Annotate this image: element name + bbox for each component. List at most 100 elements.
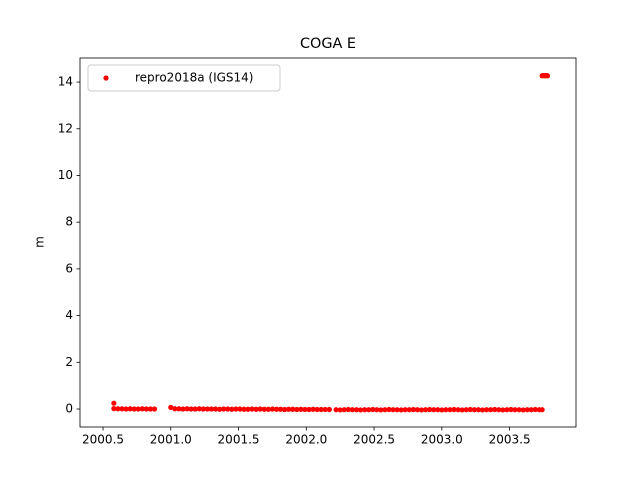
point [245, 406, 251, 412]
point [184, 406, 190, 412]
point [277, 406, 284, 412]
point [386, 406, 392, 413]
point [459, 407, 465, 413]
point [192, 406, 198, 412]
point [394, 407, 400, 413]
point [253, 406, 259, 412]
y-tick-label: 10 [58, 168, 73, 182]
point [249, 406, 255, 412]
point [406, 407, 412, 413]
point [290, 406, 296, 412]
legend-marker [103, 75, 109, 81]
point [366, 407, 372, 413]
point [318, 406, 324, 413]
legend-box [87, 64, 281, 92]
point [123, 406, 129, 412]
point [370, 406, 376, 413]
point [361, 407, 368, 413]
point [200, 406, 206, 412]
point [286, 406, 292, 412]
point [216, 406, 223, 412]
point [131, 406, 137, 412]
point [455, 407, 461, 413]
point [483, 407, 490, 413]
point [111, 405, 117, 412]
point [257, 406, 263, 412]
point [398, 407, 404, 413]
point [127, 406, 133, 412]
point [310, 406, 316, 412]
point [544, 73, 551, 79]
point [143, 406, 150, 412]
point [345, 406, 351, 413]
point [390, 407, 396, 413]
y-tick-label: 6 [65, 261, 73, 275]
point [374, 407, 380, 413]
point [180, 406, 186, 412]
point [447, 407, 453, 413]
point [492, 406, 498, 413]
chart-title: COGA E [300, 36, 356, 52]
point [111, 400, 117, 406]
point [306, 406, 312, 413]
legend-label: repro2018a (IGS14) [135, 71, 253, 85]
point [208, 406, 215, 412]
point [119, 406, 125, 412]
point [229, 406, 235, 412]
point [322, 406, 328, 413]
point [539, 407, 545, 413]
point [326, 406, 332, 413]
point [475, 407, 482, 413]
point [357, 407, 364, 413]
point [151, 406, 158, 412]
point [500, 407, 506, 413]
point [196, 406, 202, 412]
point [520, 407, 526, 413]
point [172, 406, 178, 412]
point [382, 407, 388, 413]
point [176, 406, 182, 412]
point [402, 407, 408, 413]
point [528, 407, 534, 413]
point [451, 406, 457, 413]
point [139, 406, 145, 412]
y-tick-label: 4 [65, 308, 73, 322]
y-tick-label: 14 [58, 75, 73, 89]
point [524, 407, 530, 413]
point [410, 406, 416, 413]
point [294, 406, 300, 413]
y-tick-label: 0 [65, 402, 73, 416]
point [337, 407, 343, 413]
point [341, 407, 347, 413]
point [435, 407, 441, 413]
point [431, 407, 437, 413]
point [115, 406, 121, 412]
point [443, 407, 449, 413]
point [512, 407, 518, 413]
y-tick-label: 8 [65, 215, 73, 229]
point [471, 407, 477, 413]
y-tick-label: 12 [58, 121, 73, 135]
point [333, 407, 339, 413]
point [147, 406, 154, 412]
point [204, 406, 210, 412]
point [188, 406, 194, 412]
point [237, 406, 243, 412]
point [463, 407, 469, 413]
point [349, 407, 355, 413]
point [488, 407, 494, 413]
point [508, 406, 514, 413]
point [353, 407, 360, 413]
point [418, 407, 425, 413]
x-tick-label: 2001.5 [218, 433, 260, 447]
x-tick-label: 2003.0 [421, 433, 463, 447]
x-tick-label: 2002.0 [285, 433, 327, 447]
series [111, 72, 551, 413]
point [265, 406, 271, 412]
point [422, 407, 429, 413]
point [378, 407, 384, 413]
point [298, 406, 304, 412]
point [282, 406, 288, 413]
x-tick-label: 2001.0 [150, 433, 192, 447]
